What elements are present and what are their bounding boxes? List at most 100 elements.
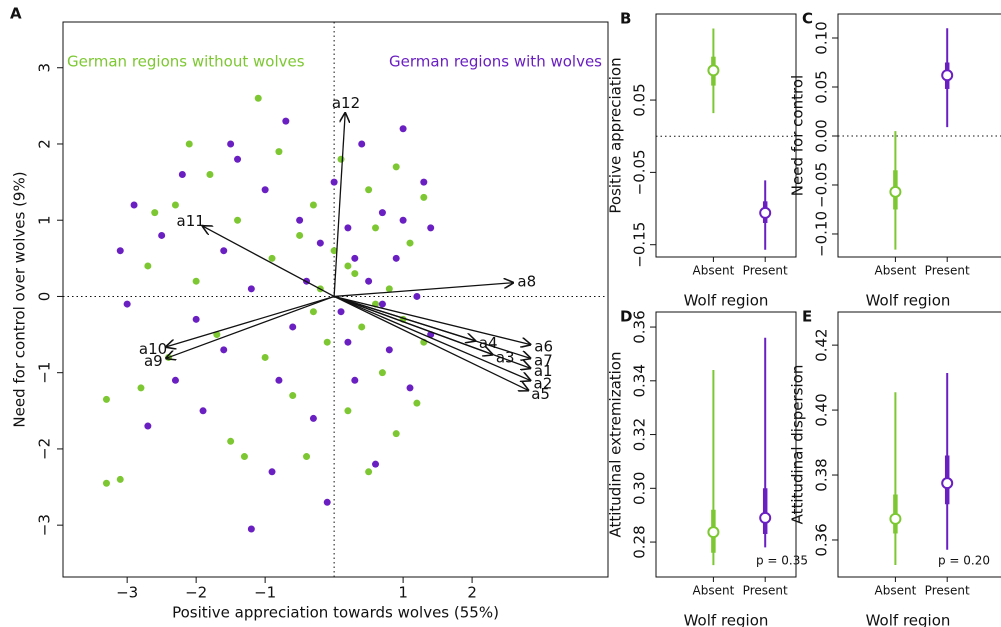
- point: [351, 254, 359, 262]
- point: [399, 216, 407, 224]
- point: [420, 178, 428, 186]
- plot-frame: [837, 311, 1001, 578]
- point: [392, 430, 400, 438]
- point: [378, 300, 386, 308]
- x-tick-label: Present: [743, 584, 788, 598]
- y-axis-title: Positive appreciation: [607, 57, 625, 213]
- x-tick-label: Absent: [875, 264, 917, 278]
- y-tick-label: 0.10: [813, 21, 831, 54]
- loading-label: a10: [139, 340, 167, 358]
- point: [123, 300, 131, 308]
- point: [240, 453, 248, 461]
- loading-arrow: [203, 226, 335, 298]
- estimate: [889, 512, 902, 525]
- y-tick-label: 0.28: [631, 525, 649, 558]
- loading-label: a4: [479, 334, 498, 352]
- point: [130, 201, 138, 209]
- loading-label: a5: [531, 385, 550, 403]
- point: [309, 414, 317, 422]
- loading-arrow: [166, 295, 335, 346]
- y-tick-label: 0.36: [631, 310, 649, 343]
- point: [392, 254, 400, 262]
- estimate: [759, 511, 772, 524]
- point: [420, 193, 428, 201]
- y-tick-label: 0.30: [631, 472, 649, 505]
- point: [413, 399, 421, 407]
- point: [171, 201, 179, 209]
- point: [358, 323, 366, 331]
- point: [275, 376, 283, 384]
- point: [316, 239, 324, 247]
- legend-label: German regions without wolves: [67, 53, 305, 71]
- loading-label: a3: [496, 348, 515, 366]
- point: [151, 209, 159, 217]
- point: [247, 525, 255, 533]
- point: [330, 247, 338, 255]
- plot-frame: [62, 21, 609, 578]
- y-tick-label: 0.38: [813, 458, 831, 491]
- legend-label: German regions with wolves: [389, 53, 602, 71]
- point: [261, 353, 269, 361]
- point: [351, 376, 359, 384]
- point: [323, 338, 331, 346]
- point: [378, 209, 386, 217]
- estimate: [707, 64, 720, 77]
- y-tick-label: 0.05: [813, 70, 831, 103]
- y-tick-label: −2: [36, 438, 54, 460]
- point: [309, 201, 317, 209]
- y-tick-label: 0.36: [813, 523, 831, 556]
- point: [344, 224, 352, 232]
- point: [192, 277, 200, 285]
- point: [385, 346, 393, 354]
- loading-arrow: [334, 283, 513, 298]
- p-value: p = 0.20: [938, 554, 990, 568]
- panel-label: D: [620, 308, 632, 326]
- point: [102, 395, 110, 403]
- panel-label: A: [10, 5, 22, 23]
- point: [254, 94, 262, 102]
- point: [220, 346, 228, 354]
- x-tick-label: Present: [925, 264, 970, 278]
- point: [227, 437, 235, 445]
- point: [220, 247, 228, 255]
- x-tick-label: −3: [116, 584, 138, 602]
- loading-arrow: [333, 295, 530, 358]
- point: [171, 376, 179, 384]
- x-tick-label: −2: [185, 584, 207, 602]
- y-tick-label: −0.10: [813, 211, 831, 257]
- point: [413, 292, 421, 300]
- point: [378, 369, 386, 377]
- point: [330, 178, 338, 186]
- point: [344, 338, 352, 346]
- x-tick-label: Present: [925, 584, 970, 598]
- y-tick-label: 2: [36, 139, 54, 149]
- point: [268, 254, 276, 262]
- point: [282, 117, 290, 125]
- point: [344, 407, 352, 415]
- x-tick-label: Absent: [693, 264, 735, 278]
- x-tick-label: 1: [398, 584, 408, 602]
- y-tick-label: 0.05: [631, 83, 649, 116]
- point: [116, 475, 124, 483]
- x-axis-title: Wolf region: [684, 292, 769, 310]
- point: [289, 392, 297, 400]
- point: [365, 186, 373, 194]
- y-tick-label: 0.42: [813, 328, 831, 361]
- plot-frame: [655, 311, 797, 578]
- point: [296, 231, 304, 239]
- point: [206, 170, 214, 178]
- panel-label: C: [802, 10, 813, 28]
- point: [296, 216, 304, 224]
- p-value: p = 0.35: [756, 554, 808, 568]
- point: [337, 155, 345, 163]
- y-tick-label: −0.15: [631, 222, 649, 268]
- point: [337, 308, 345, 316]
- point: [137, 384, 145, 392]
- point: [261, 186, 269, 194]
- loading-label: a1: [534, 362, 553, 380]
- y-axis-title: Attitudinal dispersion: [789, 365, 807, 525]
- y-axis-title: Need for control: [789, 75, 807, 196]
- y-axis-title: Attitudinal extremization: [607, 351, 625, 537]
- point: [116, 247, 124, 255]
